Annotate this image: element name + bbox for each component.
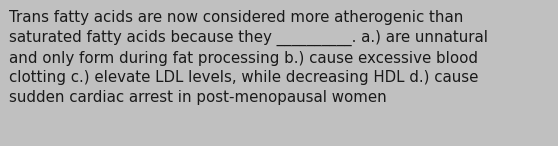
Text: Trans fatty acids are now considered more atherogenic than
saturated fatty acids: Trans fatty acids are now considered mor… bbox=[9, 10, 488, 105]
